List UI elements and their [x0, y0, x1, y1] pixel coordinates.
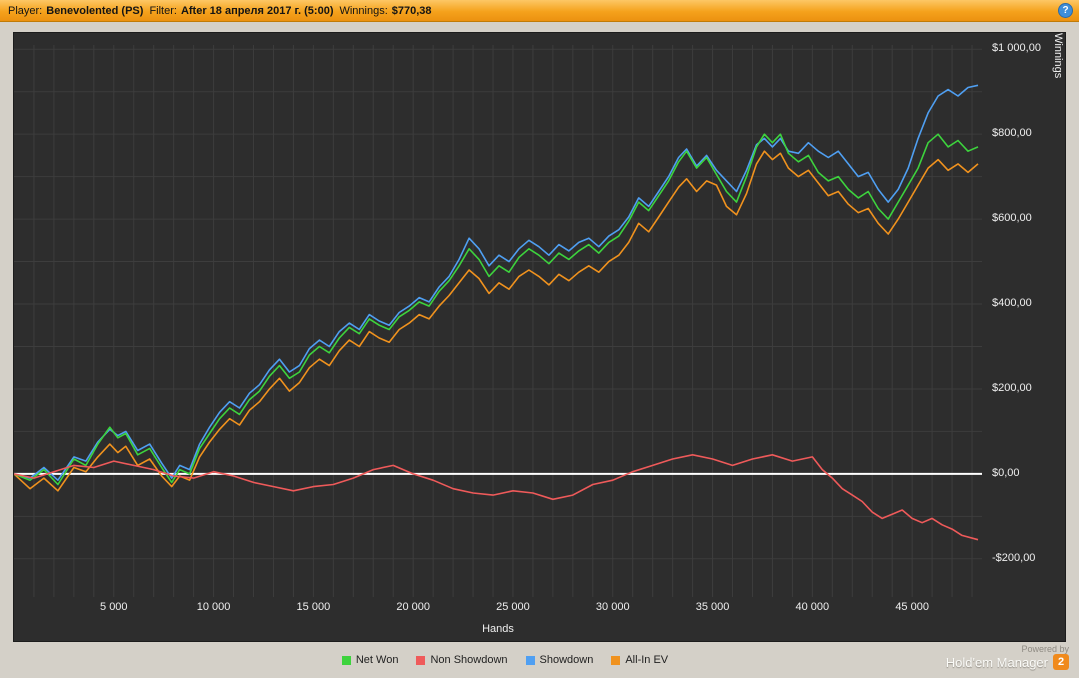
legend-swatch: [341, 655, 351, 665]
player-segment: Player: Benevolented (PS): [8, 5, 143, 17]
legend-swatch: [611, 655, 621, 665]
legend-item-non-showdown[interactable]: Non Showdown: [416, 654, 508, 666]
legend-label: All-In EV: [625, 654, 669, 666]
legend-label: Showdown: [539, 654, 594, 666]
x-tick-label: 20 000: [396, 601, 430, 613]
x-axis-ticks: 5 000 10 000 15 000 20 000 25 000 30 000 35 00…: [14, 601, 982, 615]
powered-by-block: Powered by Hold'em Manager 2: [946, 644, 1069, 670]
winnings-label: Winnings:: [339, 4, 388, 17]
filter-segment: Filter: After 18 апреля 2017 г. (5:00): [149, 5, 333, 17]
filter-value: After 18 апреля 2017 г. (5:00): [180, 4, 334, 17]
x-axis-title: Hands: [482, 623, 514, 635]
player-label: Player:: [8, 4, 43, 17]
x-tick-label: 40 000: [795, 601, 830, 613]
winnings-value: $770,38: [391, 4, 432, 17]
series-line-all-in-ev: [14, 150, 979, 492]
powered-by-label: Powered by: [1021, 644, 1069, 654]
status-bar: Player: Benevolented (PS) Filter: After …: [0, 0, 1079, 22]
x-tick-label: 10 000: [196, 601, 231, 613]
bottom-bar: Net Won Non Showdown Showdown All-In EV Pow…: [0, 642, 1079, 678]
y-tick-label: $0,00: [992, 466, 1020, 479]
y-tick-label: $1 000,00: [992, 42, 1041, 55]
y-tick-label: $400,00: [992, 297, 1032, 309]
legend-item-all-in-ev[interactable]: All-In EV: [611, 654, 668, 666]
filter-label: Filter:: [149, 4, 177, 17]
chart-panel: $1 000,00 $800,00 $600,00 $400,00 $200,00 $0,…: [13, 32, 1066, 642]
series-line-showdown: [14, 84, 979, 482]
y-tick-label: $600,00: [992, 212, 1032, 225]
player-value: Benevolented (PS): [46, 4, 144, 17]
y-tick-label: $200,00: [992, 381, 1032, 394]
legend-item-showdown[interactable]: Showdown: [525, 654, 594, 666]
series-line-net-won: [14, 133, 979, 486]
chart-legend: Net Won Non Showdown Showdown All-In EV: [0, 642, 1010, 678]
hm2-logo-icon: 2: [1053, 654, 1069, 670]
x-tick-label: 5 000: [100, 601, 128, 613]
legend-label: Net Won: [355, 654, 399, 666]
x-tick-label: 15 000: [296, 601, 331, 613]
brand-name: Hold'em Manager: [945, 654, 1048, 670]
legend-item-net-won[interactable]: Net Won: [341, 654, 399, 666]
y-axis-title: Winnings: [1052, 33, 1064, 79]
x-tick-label: 30 000: [595, 601, 630, 613]
x-tick-label: 25 000: [496, 601, 530, 613]
legend-swatch: [416, 655, 426, 665]
winnings-segment: Winnings: $770,38: [339, 5, 431, 17]
winnings-chart[interactable]: [14, 45, 982, 597]
x-tick-label: 45 000: [895, 601, 929, 613]
series-line-non-showdown: [14, 453, 979, 541]
y-tick-label: -$200,00: [992, 551, 1036, 564]
legend-label: Non Showdown: [430, 654, 508, 666]
info-icon[interactable]: ?: [1058, 3, 1073, 18]
x-tick-label: 35 000: [695, 601, 730, 613]
legend-swatch: [525, 655, 535, 665]
y-tick-label: $800,00: [992, 127, 1032, 140]
y-axis-ticks: $1 000,00 $800,00 $600,00 $400,00 $200,00 $0,…: [988, 42, 1062, 597]
